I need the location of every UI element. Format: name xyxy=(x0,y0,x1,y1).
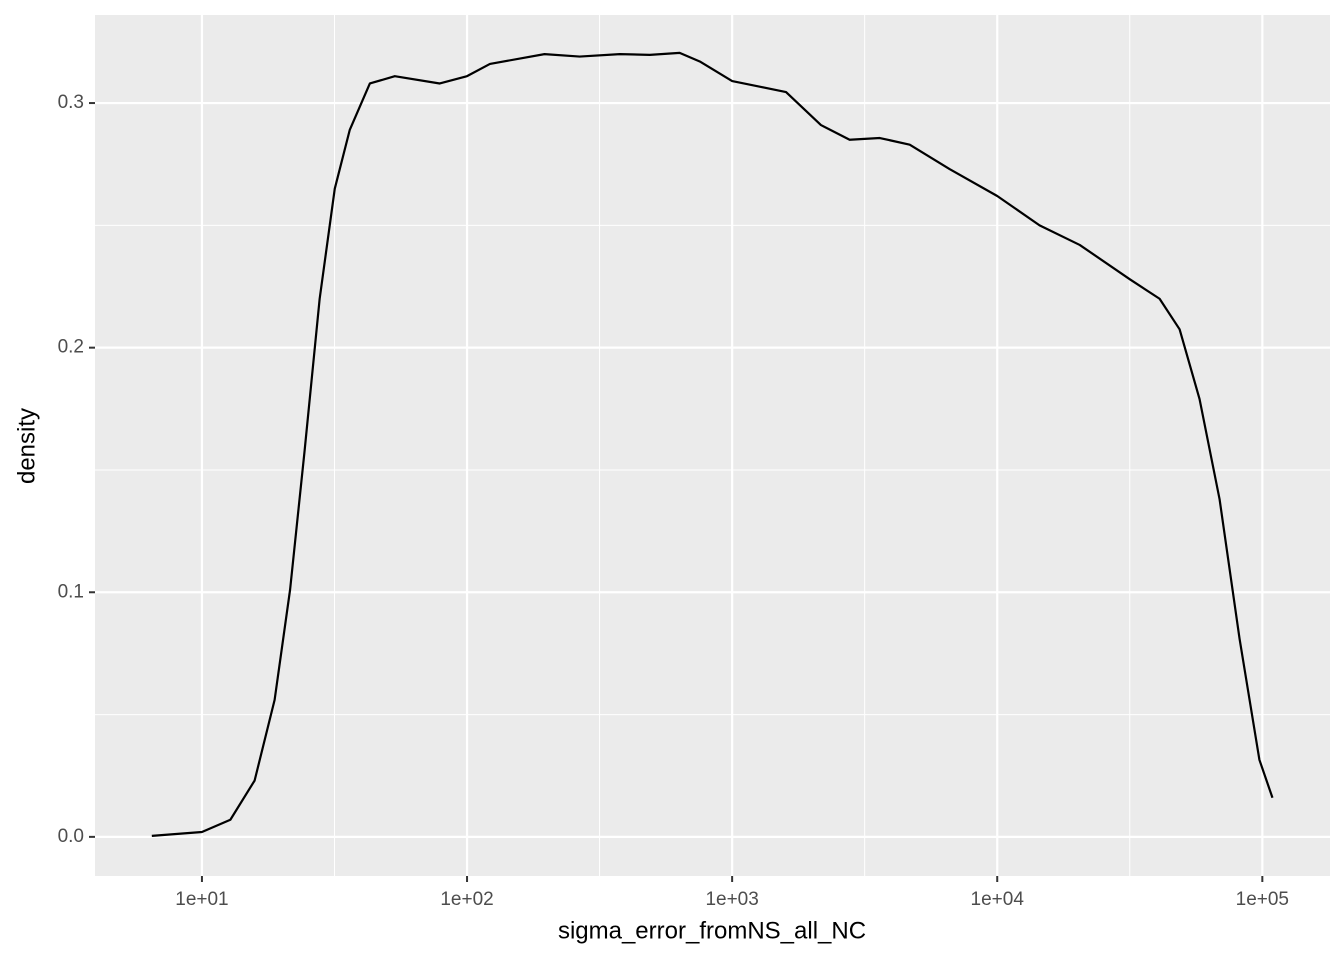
y-tick-label: 0.3 xyxy=(58,92,84,113)
grid xyxy=(95,15,1330,876)
x-tick-label: 1e+01 xyxy=(175,889,228,910)
x-tick-label: 1e+04 xyxy=(971,889,1025,910)
x-axis-title: sigma_error_fromNS_all_NC xyxy=(558,917,866,944)
panel xyxy=(95,15,1330,876)
y-tick-label: 0.0 xyxy=(58,826,84,847)
x-tick-label: 1e+05 xyxy=(1236,889,1289,910)
y-axis-title: density xyxy=(13,408,40,484)
density-line xyxy=(151,51,1274,837)
x-tick-label: 1e+03 xyxy=(705,889,758,910)
x-tick-label: 1e+02 xyxy=(440,889,493,910)
y-tick-label: 0.2 xyxy=(58,337,84,358)
y-tick-label: 0.1 xyxy=(58,581,84,602)
plot xyxy=(151,51,1274,837)
